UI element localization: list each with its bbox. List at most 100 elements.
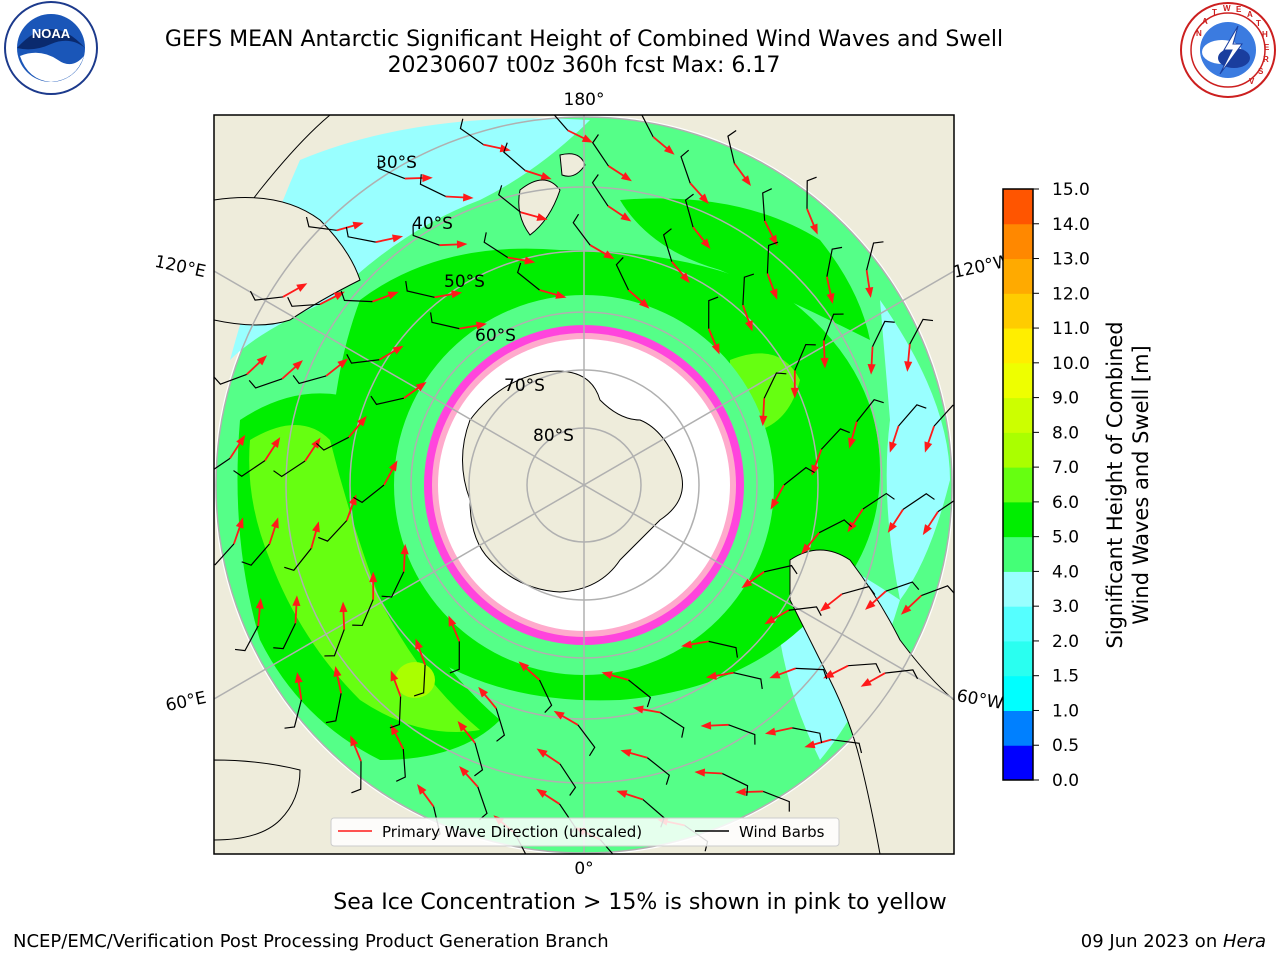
wind-barb: [933, 404, 954, 427]
wave-arrow-head: [741, 578, 753, 589]
lon-label-120e: 120°E: [153, 252, 208, 282]
wave-arrow-head: [860, 678, 872, 687]
wave-arrow-head: [459, 766, 470, 777]
wave-arrow-head: [620, 172, 632, 182]
wind-barb: [826, 246, 843, 277]
colorbar-tick-label: 8.0: [1052, 423, 1079, 443]
wave-arrow-head: [769, 670, 781, 679]
wind-barb: [459, 118, 484, 146]
wave-arrow-head: [348, 494, 357, 506]
map-legend: Primary Wave Direction (unscaled) Wind B…: [330, 817, 840, 847]
wind-barb: [395, 749, 406, 782]
wind-barb: [909, 318, 934, 345]
wave-arrow-head: [900, 604, 912, 615]
wave-arrow-head: [698, 193, 709, 204]
wave-arrow-head: [451, 290, 463, 299]
footer-host: Hera: [1222, 931, 1266, 952]
wave-arrow-head: [540, 172, 552, 180]
svg-text:S: S: [1258, 67, 1264, 76]
wave-arrow-head: [922, 524, 932, 536]
wind-barb: [902, 493, 935, 510]
wave-arrow-head: [475, 321, 487, 330]
colorbar-tick-label: 2.0: [1052, 632, 1079, 652]
colorbar-frame: [1002, 188, 1034, 781]
wind-barb: [234, 625, 259, 652]
wind-barb: [599, 839, 614, 854]
colorbar-tick-label: 3.0: [1052, 597, 1079, 617]
wave-arrow-head: [924, 441, 933, 453]
wind-barb: [659, 712, 685, 738]
wave-arrow-head: [235, 517, 244, 529]
wave-arrow-head: [415, 638, 423, 650]
wave-arrow-head: [369, 571, 378, 583]
wave-arrow-head: [904, 361, 913, 372]
wave-arrow-head: [536, 213, 548, 221]
wind-barb: [449, 641, 460, 674]
wave-arrow-head: [819, 601, 831, 612]
wave-arrow-head: [292, 360, 303, 371]
wave-arrow-head: [603, 250, 615, 260]
wave-arrow-head: [638, 298, 650, 309]
colorbar-segment: [1003, 397, 1033, 433]
wind-barb: [405, 280, 435, 298]
wave-arrow-head: [865, 599, 876, 610]
colorbar-segment: [1003, 675, 1033, 711]
wave-arrow-head: [801, 543, 811, 555]
graticule: [214, 115, 954, 854]
wind-barb: [248, 378, 283, 389]
wind-barb: [273, 623, 297, 650]
wave-arrow-head: [400, 543, 409, 555]
wind-barb: [794, 343, 816, 371]
colorbar-tick-label: 0.5: [1052, 736, 1079, 756]
colorbar-tick-label: 11.0: [1052, 319, 1090, 339]
wave-arrow-head: [681, 640, 693, 649]
noaa-logo: NOAA: [4, 1, 98, 95]
svg-text:A: A: [1202, 17, 1208, 26]
wind-barb: [324, 629, 345, 657]
wave-arrow-head: [848, 437, 856, 449]
wind-barb: [305, 216, 337, 231]
wind-barb: [284, 548, 312, 571]
wind-barb: [214, 457, 231, 470]
wind-barb: [412, 225, 440, 246]
wave-arrow-head: [663, 144, 675, 155]
wind-barb: [591, 174, 609, 207]
wave-arrow-head: [256, 355, 268, 366]
wave-arrow-head: [339, 601, 348, 613]
wave-arrow-head: [581, 134, 593, 143]
wind-barb: [378, 158, 406, 180]
wave-arrow-head: [392, 345, 404, 355]
wind-barb: [233, 460, 266, 477]
wind-barb: [742, 273, 755, 306]
footer-date: 09 Jun 2023 on Hera: [1081, 931, 1266, 952]
wave-arrow-head: [457, 720, 468, 732]
wind-barb: [647, 757, 670, 785]
wind-barb: [592, 134, 609, 167]
wave-arrow-head: [337, 358, 349, 369]
wind-barb: [856, 399, 884, 422]
wave-arrow-head: [448, 615, 457, 627]
wind-barb: [806, 176, 817, 209]
colorbar-segment: [1003, 293, 1033, 329]
wind-barb: [483, 232, 509, 258]
wave-arrow-head: [820, 357, 829, 369]
wind-barb: [284, 699, 302, 729]
wind-barb: [862, 492, 895, 510]
chart-subtitle: 20230607 t00z 360h fcst Max: 6.17: [387, 53, 781, 78]
colorbar-tick-label: 9.0: [1052, 389, 1079, 409]
colorbar-label: Significant Height of Combined Wind Wave…: [1102, 321, 1154, 648]
svg-text:A: A: [1247, 10, 1253, 19]
wind-barb: [287, 296, 320, 307]
wave-arrow-head: [296, 283, 308, 292]
svg-text:H: H: [1262, 30, 1268, 39]
legend-barb-label: Wind Barbs: [739, 823, 825, 841]
wind-barb: [628, 679, 652, 708]
svg-text:V: V: [1249, 77, 1255, 86]
wind-barb: [353, 484, 385, 504]
wind-barb: [727, 130, 737, 164]
wind-barb: [340, 290, 373, 303]
colorbar-label-line1: Significant Height of Combined: [1103, 321, 1127, 649]
wind-barb: [325, 693, 342, 724]
wave-arrow-head: [811, 464, 820, 476]
